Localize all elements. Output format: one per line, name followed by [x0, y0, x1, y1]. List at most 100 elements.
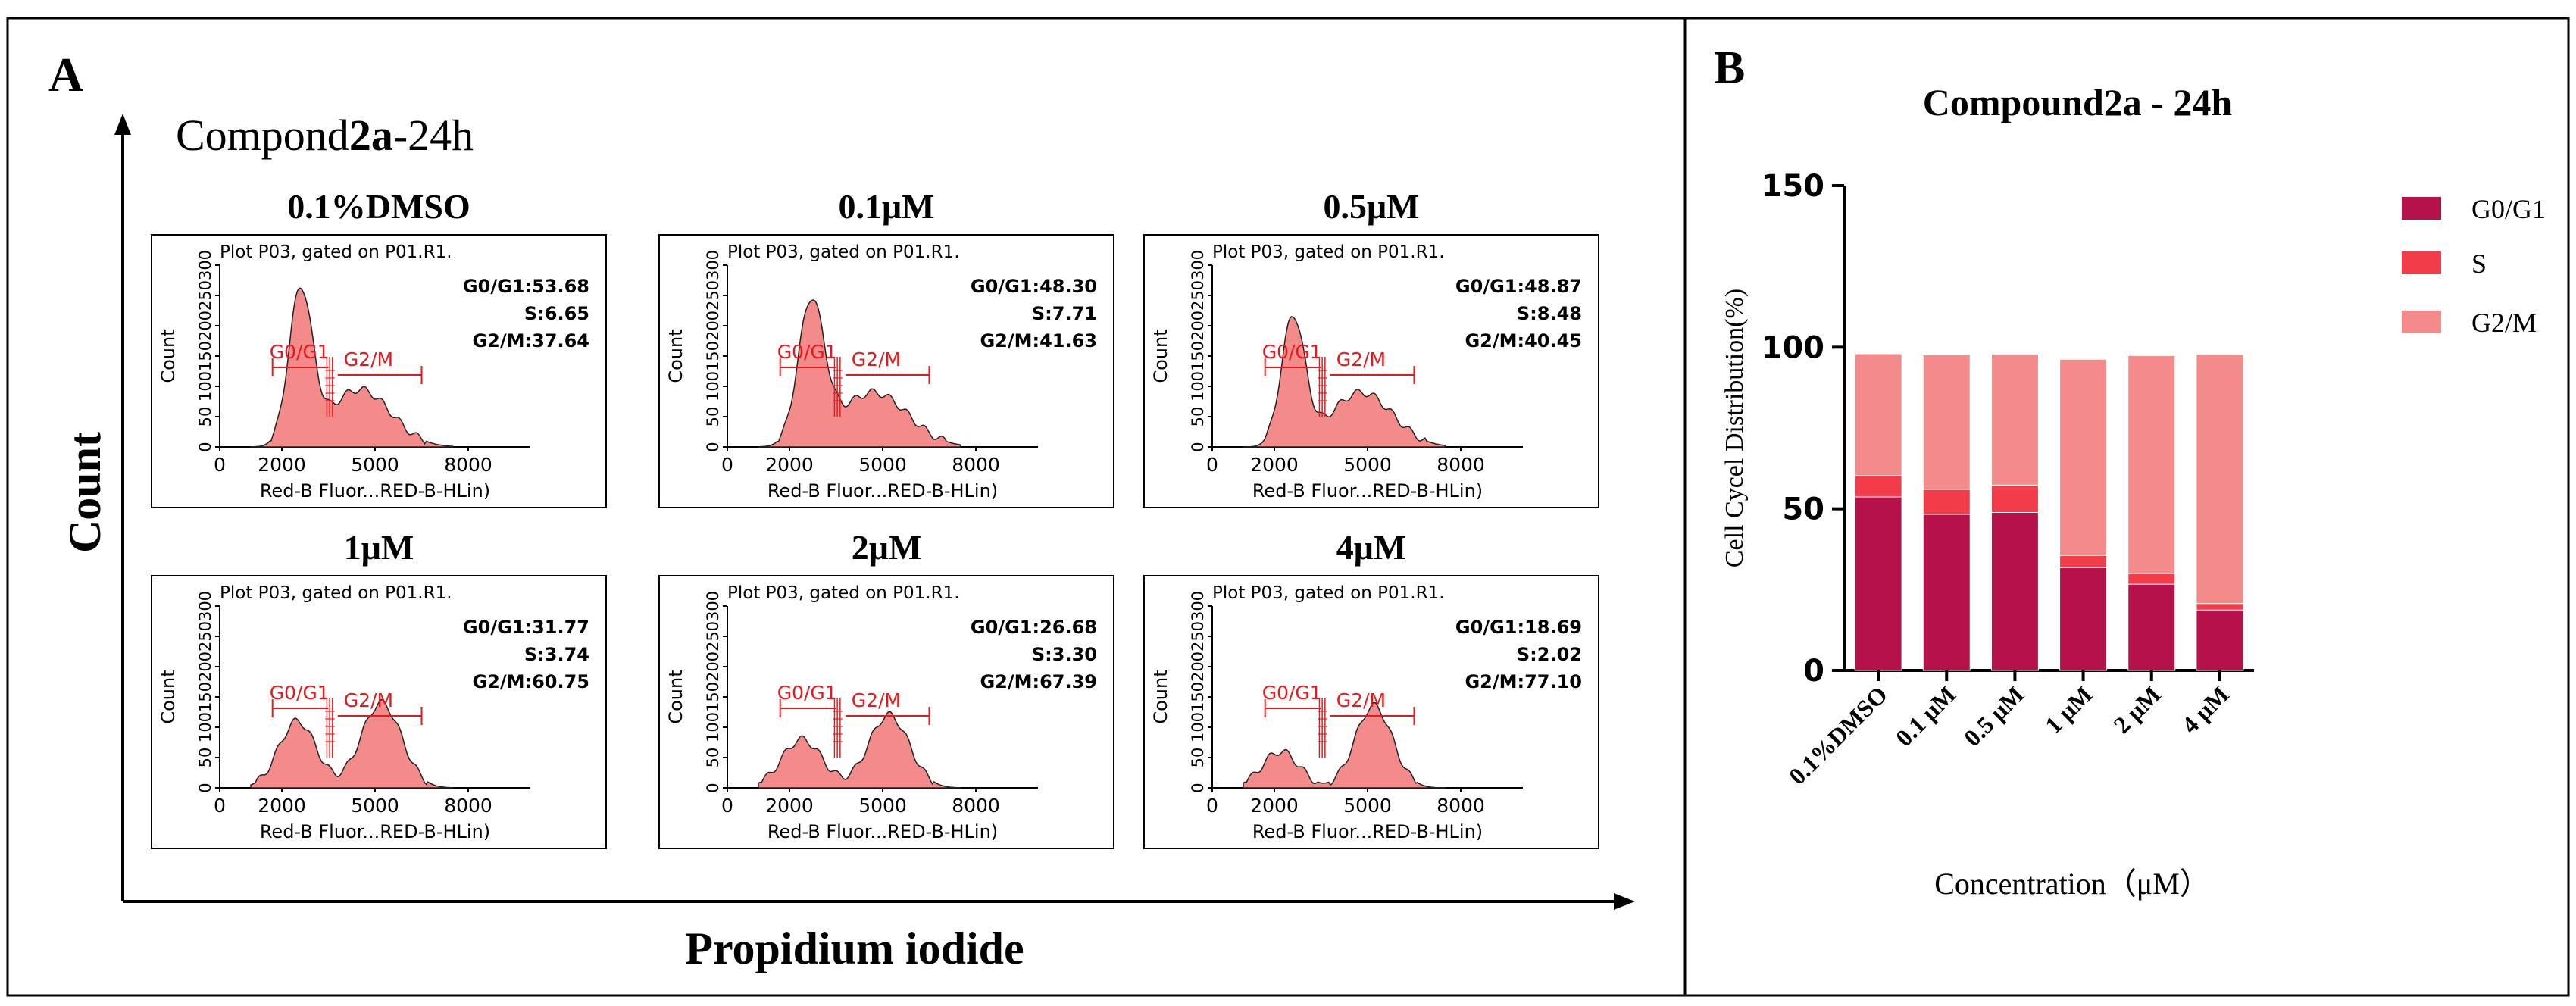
stat-s: S:2.02: [1517, 644, 1582, 665]
hist-y-tick-label: 250: [196, 280, 214, 311]
bar-g0g1: [1854, 496, 1902, 671]
hist-y-tick-label: 200: [1189, 311, 1207, 341]
hist-y-tick-label: 50: [196, 748, 214, 768]
panel-a-title: Compond2a-24h: [176, 111, 474, 160]
hist-x-tick-label: 0: [721, 454, 733, 476]
histogram-title: 0.1μM: [839, 187, 935, 226]
histogram-curve: [250, 698, 454, 789]
legend-label: G2/M: [2471, 308, 2537, 338]
histogram-panel: 0.1μM Plot P03, gated on P01.R1. G0/G1:48.…: [658, 187, 1114, 508]
hist-x-tick-label: 8000: [1436, 795, 1485, 817]
hist-x-tick-label: 2000: [765, 454, 814, 476]
histogram-header: Plot P03, gated on P01.R1.: [1212, 242, 1445, 262]
hist-x-tick-label: 5000: [858, 454, 907, 476]
stat-s: S:3.74: [524, 644, 589, 665]
chart-y-axis-label: Cell Cycel Distribution(%): [1721, 289, 1749, 567]
hist-y-tick-label: 50: [1189, 748, 1207, 768]
histogram-title: 0.5μM: [1324, 187, 1420, 226]
panel-b-label: B: [1714, 42, 1745, 94]
bar-g0g1: [1990, 511, 2039, 671]
stat-s: S:3.30: [1032, 644, 1097, 665]
legend-label: G0/G1: [2471, 194, 2546, 224]
bar-g2m: [1990, 354, 2039, 486]
hist-y-tick-label: 50: [704, 407, 722, 427]
hist-y-axis-title: Count: [1150, 670, 1171, 723]
hist-y-tick-label: 300: [1189, 250, 1207, 280]
chart-title: Compound2a - 24h: [1923, 81, 2233, 123]
hist-y-tick-label: 300: [704, 250, 722, 280]
bar-g0g1: [2196, 609, 2244, 671]
hist-y-tick-label: 100: [1189, 371, 1207, 401]
hist-y-tick-label: 300: [1189, 591, 1207, 621]
gate-g0g1-label: G0/G1: [1262, 682, 1322, 704]
hist-y-tick-label: 100: [196, 712, 214, 742]
histogram-panel: 2μM Plot P03, gated on P01.R1. G0/G1:26.68…: [658, 528, 1114, 849]
hist-x-tick-label: 5000: [1343, 795, 1392, 817]
cell-cycle-bar-chart: Compound2a - 24h 0 50 100 150 Cell Cycel Dist…: [1721, 81, 2546, 901]
histogram-frame: [658, 575, 1114, 849]
legend-swatch: [2402, 311, 2441, 333]
stat-g2m: G2/M:77.10: [1465, 671, 1582, 692]
hist-y-tick-label: 150: [1189, 341, 1207, 371]
hist-x-axis-title: Red-B Fluor...RED-B-HLin): [767, 821, 998, 842]
histogram-frame: [1143, 234, 1599, 508]
stat-g0g1: G0/G1:31.77: [463, 617, 589, 638]
hist-x-tick-label: 0: [721, 795, 733, 817]
histogram-header: Plot P03, gated on P01.R1.: [1212, 583, 1445, 603]
gate-g2m-label: G2/M: [1336, 348, 1386, 370]
bar-g2m: [1854, 353, 1902, 476]
histogram-panel: 0.5μM Plot P03, gated on P01.R1. G0/G1:48.…: [1143, 187, 1599, 508]
histogram-header: Plot P03, gated on P01.R1.: [727, 583, 960, 603]
chart-x-tick-label: 4 μM: [2176, 680, 2234, 739]
hist-y-tick-label: 150: [196, 341, 214, 371]
hist-y-tick-label: 250: [704, 280, 722, 311]
bar-g0g1: [2127, 583, 2176, 671]
chart-x-tick-label: 0.5 μM: [1959, 680, 2030, 751]
stat-g2m: G2/M:40.45: [1465, 330, 1582, 351]
chart-x-tick-label: 2 μM: [2108, 680, 2166, 739]
chart-y-tick-label: 0: [1803, 654, 1824, 689]
hist-y-tick-label: 0: [704, 783, 722, 792]
hist-y-tick-label: 100: [1189, 712, 1207, 742]
panel-a-label: A: [48, 48, 83, 102]
histogram-curve: [1243, 316, 1446, 448]
stat-g0g1: G0/G1:48.30: [971, 276, 1097, 297]
histogram-header: Plot P03, gated on P01.R1.: [220, 242, 452, 262]
stat-g2m: G2/M:60.75: [472, 671, 589, 692]
histogram-title: 4μM: [1336, 528, 1407, 567]
histogram-curve: [1243, 701, 1446, 789]
hist-x-tick-label: 0: [1206, 454, 1218, 476]
gate-g2m-label: G2/M: [344, 689, 393, 711]
stat-g0g1: G0/G1:53.68: [463, 276, 589, 297]
hist-y-tick-label: 150: [704, 682, 722, 712]
legend-swatch: [2402, 197, 2441, 220]
bar-s: [2127, 573, 2176, 585]
hist-y-axis-title: Count: [1150, 329, 1171, 383]
hist-x-tick-label: 2000: [1250, 795, 1299, 817]
hist-y-tick-label: 0: [1189, 783, 1207, 792]
hist-y-tick-label: 250: [704, 621, 722, 651]
histogram-frame: [658, 234, 1114, 508]
bar-s: [1990, 484, 2039, 513]
stat-g2m: G2/M:37.64: [472, 330, 589, 351]
chart-y-tick-label: 150: [1762, 169, 1825, 204]
histogram-title: 0.1%DMSO: [287, 187, 470, 226]
chart-y-tick-label: 50: [1782, 492, 1824, 527]
stat-s: S:7.71: [1032, 303, 1097, 324]
hist-y-axis-title: Count: [665, 329, 686, 383]
hist-x-axis-title: Red-B Fluor...RED-B-HLin): [1252, 480, 1483, 501]
hist-x-axis-title: Red-B Fluor...RED-B-HLin): [767, 480, 998, 501]
hist-x-tick-label: 2000: [258, 795, 306, 817]
hist-y-tick-label: 250: [1189, 621, 1207, 651]
gate-g0g1-label: G0/G1: [777, 341, 837, 363]
histogram-panel: 0.1%DMSO Plot P03, gated on P01.R1. G0/G1:…: [151, 187, 607, 508]
hist-y-tick-label: 100: [196, 371, 214, 401]
flow-histograms: 0.1%DMSO Plot P03, gated on P01.R1. G0/G1:…: [151, 187, 1599, 849]
hist-y-tick-label: 150: [196, 682, 214, 712]
chart-x-axis-label: Concentration（μM）: [1934, 867, 2210, 901]
stat-g2m: G2/M:41.63: [980, 330, 1097, 351]
histogram-header: Plot P03, gated on P01.R1.: [727, 242, 960, 262]
hist-x-tick-label: 0: [214, 454, 226, 476]
hist-x-tick-label: 0: [214, 795, 226, 817]
